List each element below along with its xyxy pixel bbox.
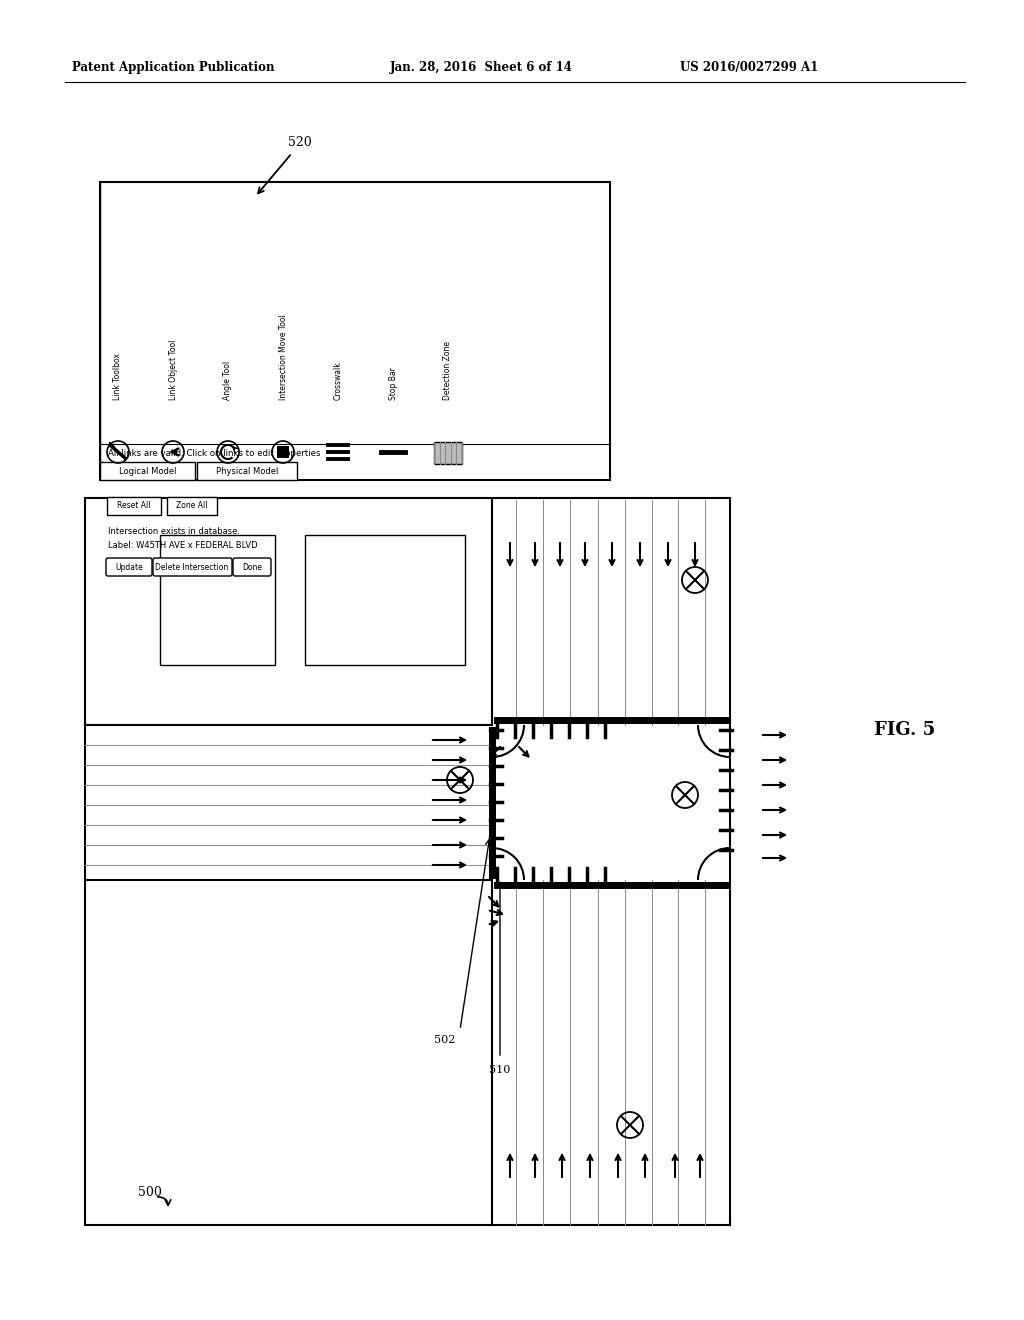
Text: FIG. 5: FIG. 5 bbox=[874, 721, 936, 739]
Text: Logical Model: Logical Model bbox=[119, 466, 176, 475]
Text: 500: 500 bbox=[138, 1185, 162, 1199]
Text: Reset All: Reset All bbox=[118, 502, 151, 511]
FancyBboxPatch shape bbox=[106, 558, 152, 576]
FancyBboxPatch shape bbox=[106, 498, 161, 515]
Text: 510: 510 bbox=[489, 1065, 511, 1074]
FancyBboxPatch shape bbox=[167, 498, 217, 515]
Text: Angle Tool: Angle Tool bbox=[223, 360, 232, 400]
Text: Zone All: Zone All bbox=[176, 502, 208, 511]
Text: Delete Intersection: Delete Intersection bbox=[156, 562, 228, 572]
Text: Jan. 28, 2016  Sheet 6 of 14: Jan. 28, 2016 Sheet 6 of 14 bbox=[390, 62, 572, 74]
Text: Done: Done bbox=[242, 562, 262, 572]
Text: Intersection exists in database.: Intersection exists in database. bbox=[108, 528, 240, 536]
Text: Crosswalk: Crosswalk bbox=[334, 362, 342, 400]
Bar bbox=[434, 442, 462, 465]
Text: Patent Application Publication: Patent Application Publication bbox=[72, 62, 274, 74]
FancyBboxPatch shape bbox=[233, 558, 271, 576]
Text: 502: 502 bbox=[434, 1035, 456, 1045]
Text: Label: W45TH AVE x FEDERAL BLVD: Label: W45TH AVE x FEDERAL BLVD bbox=[108, 541, 258, 550]
Text: Update: Update bbox=[115, 562, 143, 572]
Text: Stop Bar: Stop Bar bbox=[388, 367, 397, 400]
Text: Intersection Move Tool: Intersection Move Tool bbox=[279, 314, 288, 400]
Bar bbox=[197, 462, 297, 480]
Bar bbox=[305, 535, 465, 665]
Bar bbox=[160, 535, 275, 665]
Text: Link Object Tool: Link Object Tool bbox=[169, 339, 177, 400]
Text: Detection Zone: Detection Zone bbox=[443, 341, 453, 400]
Bar bbox=[85, 498, 730, 1225]
FancyBboxPatch shape bbox=[153, 558, 232, 576]
Text: Physical Model: Physical Model bbox=[216, 466, 279, 475]
Text: 520: 520 bbox=[288, 136, 311, 149]
Text: Link Toolbox: Link Toolbox bbox=[114, 354, 123, 400]
Bar bbox=[278, 446, 289, 458]
Bar bbox=[100, 462, 195, 480]
Text: All links are valid. Click on links to edit properties: All links are valid. Click on links to e… bbox=[108, 450, 321, 458]
Bar bbox=[100, 182, 610, 480]
Text: US 2016/0027299 A1: US 2016/0027299 A1 bbox=[680, 62, 818, 74]
